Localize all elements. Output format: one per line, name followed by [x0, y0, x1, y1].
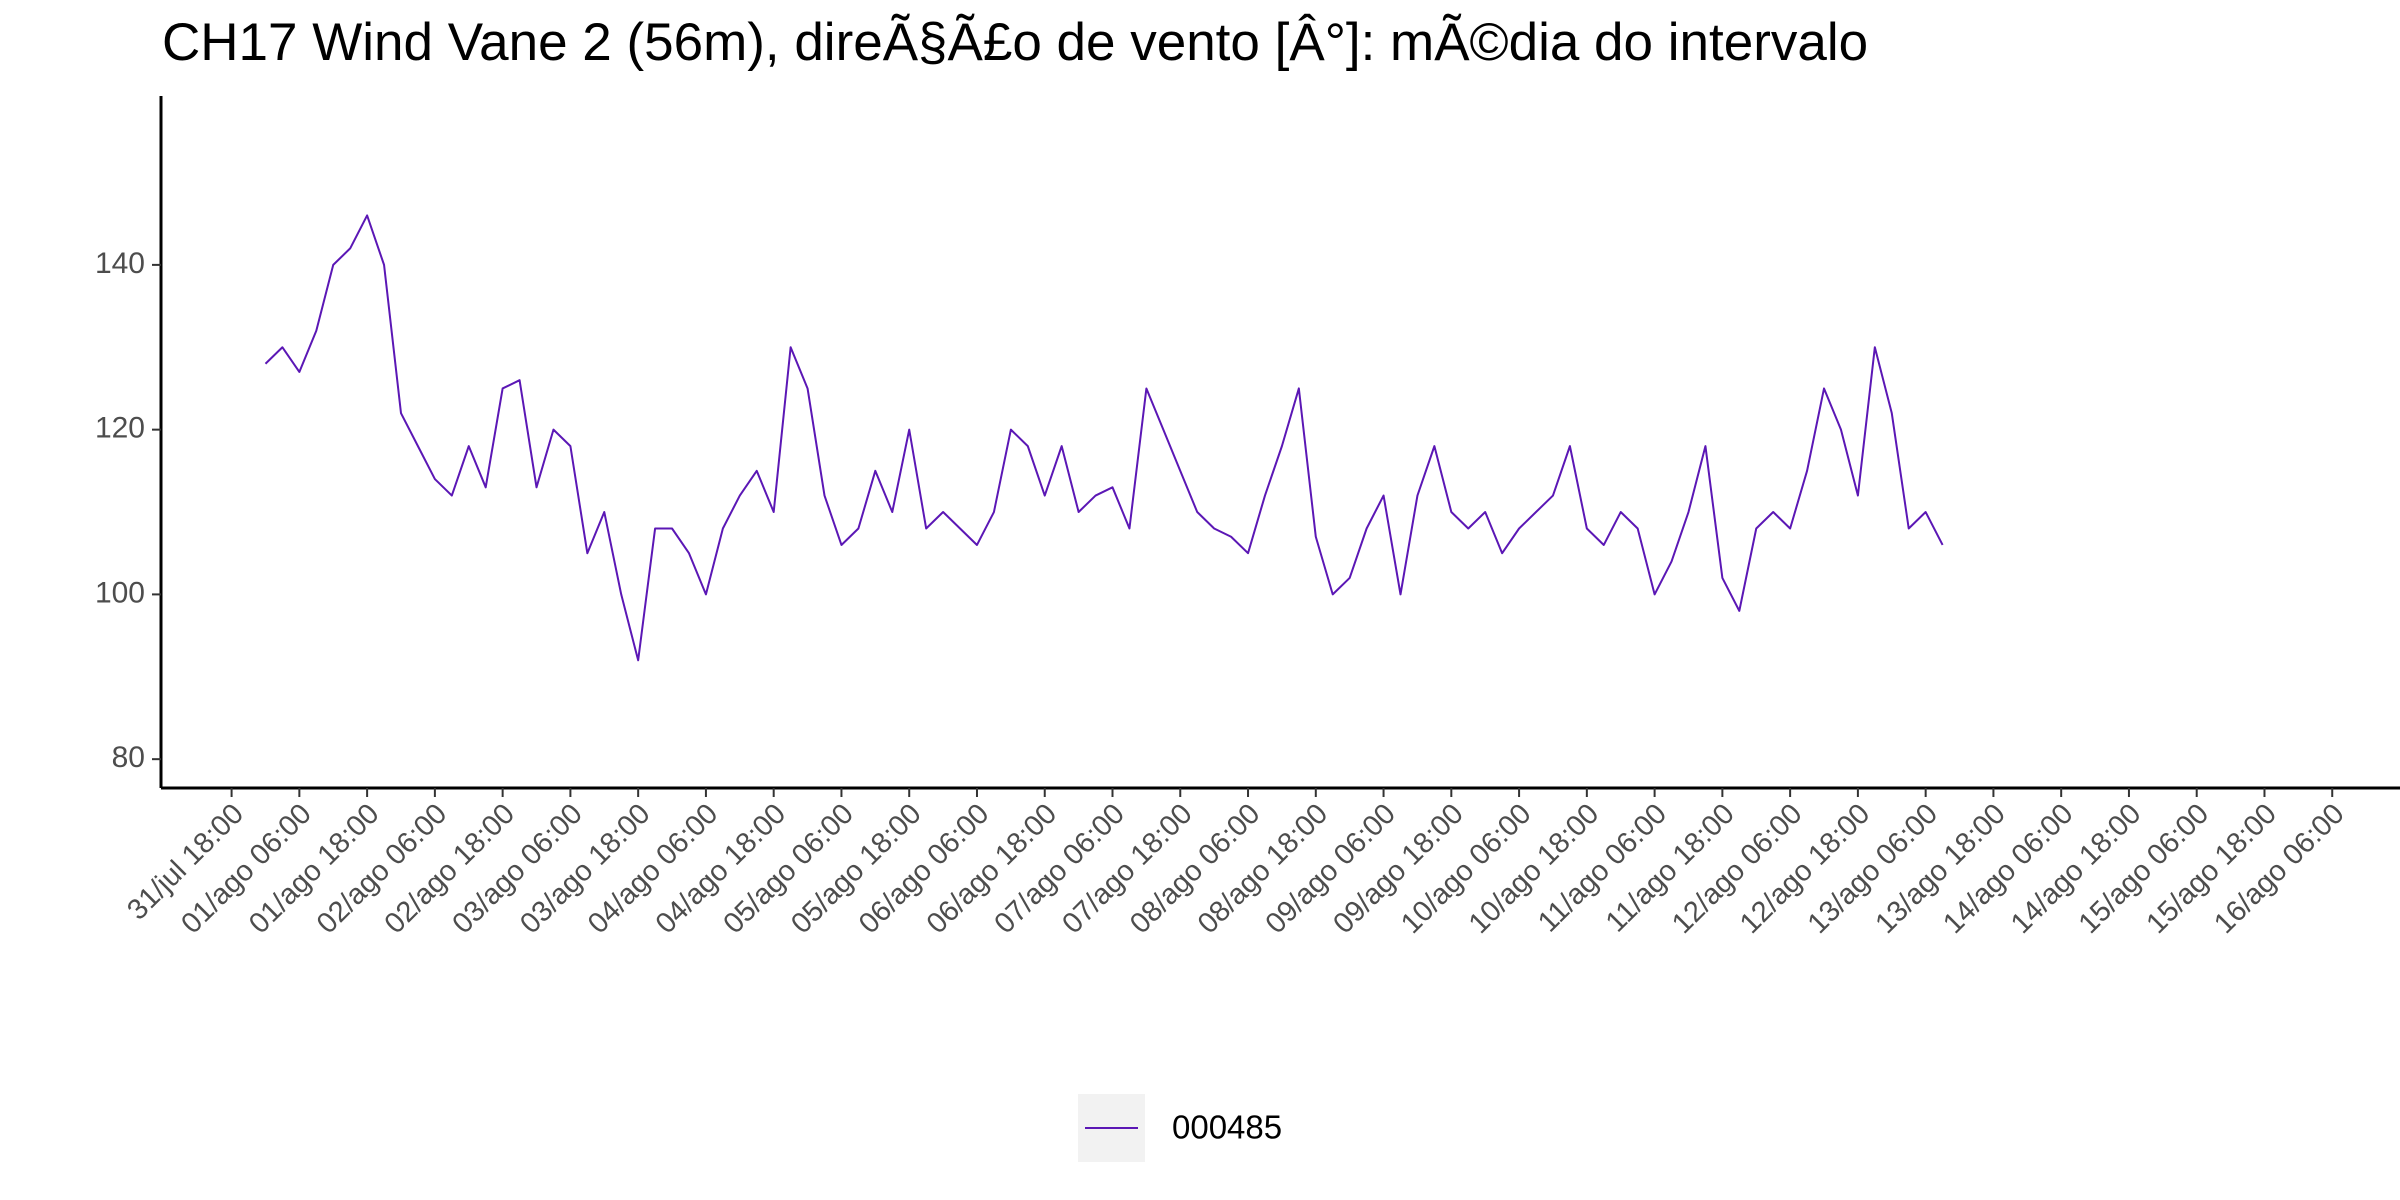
- data-line: [264, 214, 1944, 662]
- legend-label: 000485: [1172, 1109, 1282, 1146]
- y-tick-label: 120: [95, 412, 145, 445]
- chart-title: CH17 Wind Vane 2 (56m), direÃ§Ã£o de ven…: [162, 13, 1868, 72]
- y-tick-label: 140: [95, 247, 145, 280]
- y-tick-label: 100: [95, 576, 145, 609]
- legend: 000485: [1078, 1094, 1282, 1162]
- y-tick-label: 80: [112, 741, 145, 774]
